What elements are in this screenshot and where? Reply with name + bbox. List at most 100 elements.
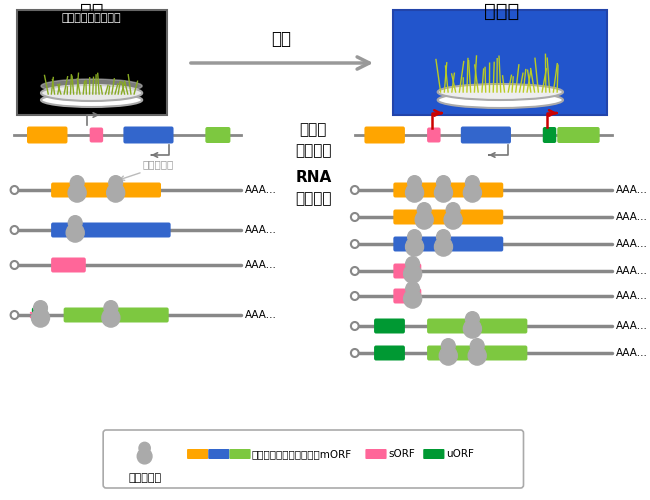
FancyBboxPatch shape xyxy=(365,449,387,459)
Circle shape xyxy=(70,176,84,190)
Circle shape xyxy=(415,210,433,229)
Text: リボソーム: リボソーム xyxy=(143,159,174,169)
Circle shape xyxy=(468,346,486,365)
FancyBboxPatch shape xyxy=(51,222,171,238)
Circle shape xyxy=(351,322,359,330)
Ellipse shape xyxy=(437,92,563,108)
FancyBboxPatch shape xyxy=(51,182,161,198)
Text: AAA...: AAA... xyxy=(616,321,648,331)
Text: RNA
（翻訳）: RNA （翻訳） xyxy=(295,170,332,206)
Circle shape xyxy=(439,346,458,365)
Text: uORF: uORF xyxy=(447,449,474,459)
FancyBboxPatch shape xyxy=(374,318,405,334)
Circle shape xyxy=(10,226,18,234)
Circle shape xyxy=(68,216,82,230)
Circle shape xyxy=(406,256,419,271)
Circle shape xyxy=(406,282,419,296)
FancyBboxPatch shape xyxy=(124,126,174,144)
Circle shape xyxy=(404,264,422,283)
Circle shape xyxy=(66,224,84,242)
Circle shape xyxy=(351,186,359,194)
Circle shape xyxy=(351,240,359,248)
Circle shape xyxy=(351,213,359,221)
Ellipse shape xyxy=(41,93,142,107)
Text: タンパク質をコードするmORF: タンパク質をコードするmORF xyxy=(252,449,352,459)
Text: AAA...: AAA... xyxy=(616,185,648,195)
FancyBboxPatch shape xyxy=(103,430,523,488)
Circle shape xyxy=(437,176,450,190)
Circle shape xyxy=(441,338,455,353)
Text: 暗所: 暗所 xyxy=(80,2,103,21)
Circle shape xyxy=(471,338,484,353)
Circle shape xyxy=(102,308,120,327)
Circle shape xyxy=(107,184,125,202)
Text: シロイヌナズナ幼苗: シロイヌナズナ幼苗 xyxy=(62,13,122,23)
FancyBboxPatch shape xyxy=(187,449,208,459)
FancyBboxPatch shape xyxy=(427,128,441,142)
Text: AAA...: AAA... xyxy=(616,348,648,358)
FancyBboxPatch shape xyxy=(365,126,405,144)
Text: AAA...: AAA... xyxy=(616,291,648,301)
FancyBboxPatch shape xyxy=(32,308,47,322)
Circle shape xyxy=(408,230,421,244)
FancyBboxPatch shape xyxy=(229,449,251,459)
FancyBboxPatch shape xyxy=(427,346,527,360)
Circle shape xyxy=(463,320,482,338)
Text: AAA...: AAA... xyxy=(245,225,277,235)
FancyBboxPatch shape xyxy=(427,318,527,334)
Ellipse shape xyxy=(437,84,563,100)
Text: リボソーム: リボソーム xyxy=(128,473,161,483)
Circle shape xyxy=(465,176,479,190)
FancyBboxPatch shape xyxy=(557,127,600,143)
Circle shape xyxy=(351,267,359,275)
FancyBboxPatch shape xyxy=(393,210,503,224)
Circle shape xyxy=(404,290,422,308)
Circle shape xyxy=(109,176,123,190)
FancyBboxPatch shape xyxy=(90,128,103,142)
FancyBboxPatch shape xyxy=(393,288,421,304)
Circle shape xyxy=(137,448,152,464)
Text: 青色光: 青色光 xyxy=(484,2,519,21)
Ellipse shape xyxy=(41,79,142,93)
FancyBboxPatch shape xyxy=(27,126,68,144)
Text: AAA...: AAA... xyxy=(245,260,277,270)
FancyBboxPatch shape xyxy=(393,264,421,278)
Text: AAA...: AAA... xyxy=(245,185,277,195)
Text: AAA...: AAA... xyxy=(616,212,648,222)
FancyBboxPatch shape xyxy=(543,127,556,143)
FancyBboxPatch shape xyxy=(64,308,169,322)
FancyBboxPatch shape xyxy=(461,126,511,144)
Circle shape xyxy=(68,184,86,202)
Text: AAA...: AAA... xyxy=(616,266,648,276)
Ellipse shape xyxy=(41,85,142,101)
Circle shape xyxy=(406,238,424,256)
Circle shape xyxy=(31,308,49,327)
Circle shape xyxy=(351,292,359,300)
Circle shape xyxy=(104,300,118,315)
Circle shape xyxy=(408,176,421,190)
FancyBboxPatch shape xyxy=(393,236,503,252)
Text: ゲノム
（転写）: ゲノム （転写） xyxy=(295,122,332,158)
Circle shape xyxy=(437,230,450,244)
Circle shape xyxy=(351,349,359,357)
Circle shape xyxy=(417,202,431,217)
FancyBboxPatch shape xyxy=(205,127,230,143)
Circle shape xyxy=(10,261,18,269)
Text: 露光: 露光 xyxy=(272,30,291,48)
Circle shape xyxy=(10,186,18,194)
FancyBboxPatch shape xyxy=(393,182,503,198)
Circle shape xyxy=(34,300,47,315)
Circle shape xyxy=(434,238,452,256)
Circle shape xyxy=(444,210,462,229)
Text: sORF: sORF xyxy=(389,449,415,459)
Circle shape xyxy=(463,184,482,202)
FancyBboxPatch shape xyxy=(18,10,167,115)
Circle shape xyxy=(434,184,452,202)
Circle shape xyxy=(10,311,18,319)
FancyBboxPatch shape xyxy=(51,258,86,272)
FancyBboxPatch shape xyxy=(374,346,405,360)
Text: AAA...: AAA... xyxy=(616,239,648,249)
Text: AAA...: AAA... xyxy=(245,310,277,320)
FancyBboxPatch shape xyxy=(393,10,607,115)
Circle shape xyxy=(406,184,424,202)
